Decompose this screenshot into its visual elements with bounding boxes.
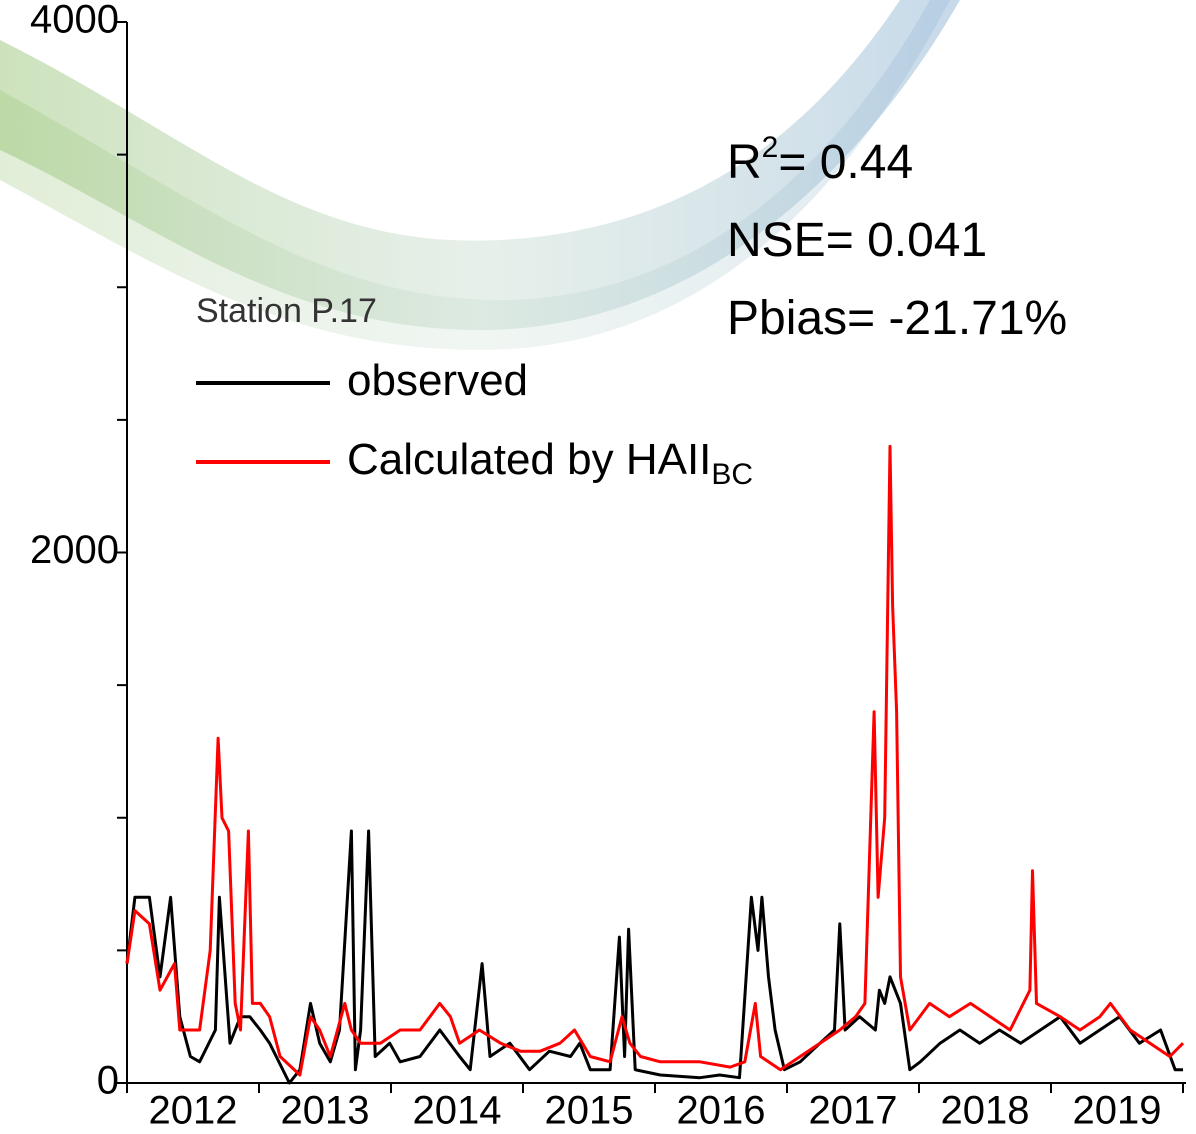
x-tick-label: 2014 <box>413 1089 502 1133</box>
x-tick-label: 2019 <box>1073 1089 1162 1133</box>
series-line <box>125 829 1183 1085</box>
stat-superscript: 2 <box>762 131 779 164</box>
x-tick-label: 2013 <box>281 1089 370 1133</box>
legend-label: observed <box>347 356 528 405</box>
stat-annotation: R2= 0.44 <box>727 131 913 189</box>
stat-annotation: Pbias= -21.71% <box>727 292 1067 345</box>
background-decoration <box>0 0 960 350</box>
series-line <box>125 444 1185 1077</box>
legend-label-subscript: BC <box>711 458 753 491</box>
x-tick-label: 2016 <box>677 1089 766 1133</box>
legend-label: Calculated by HAIIBC <box>347 435 753 491</box>
x-tick-label: 2012 <box>149 1089 238 1133</box>
stat-text: R <box>727 136 762 189</box>
legend-title: Station P.17 <box>196 292 377 330</box>
stat-text: = 0.44 <box>778 136 913 189</box>
stat-text: Pbias= -21.71% <box>727 292 1067 345</box>
y-tick-label: 2000 <box>30 528 119 572</box>
y-tick-label: 0 <box>97 1059 119 1103</box>
x-tick-label: 2017 <box>809 1089 898 1133</box>
y-tick-label: 4000 <box>30 0 119 42</box>
x-tick-label: 2018 <box>941 1089 1030 1133</box>
stat-annotation: NSE= 0.041 <box>727 214 987 267</box>
legend-label-text: Calculated by HAII <box>347 435 711 484</box>
legend-label-text: observed <box>347 356 528 405</box>
x-tick-label: 2015 <box>545 1089 634 1133</box>
stat-text: NSE= 0.041 <box>727 214 987 267</box>
